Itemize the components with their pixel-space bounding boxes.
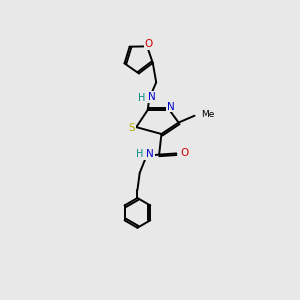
Text: S: S — [128, 123, 135, 133]
Text: N: N — [148, 92, 155, 102]
Text: O: O — [145, 39, 153, 49]
Text: N: N — [167, 102, 175, 112]
Text: H: H — [138, 93, 145, 103]
Text: O: O — [180, 148, 189, 158]
Text: N: N — [146, 149, 154, 159]
Text: Me: Me — [201, 110, 215, 119]
Text: H: H — [136, 149, 144, 159]
